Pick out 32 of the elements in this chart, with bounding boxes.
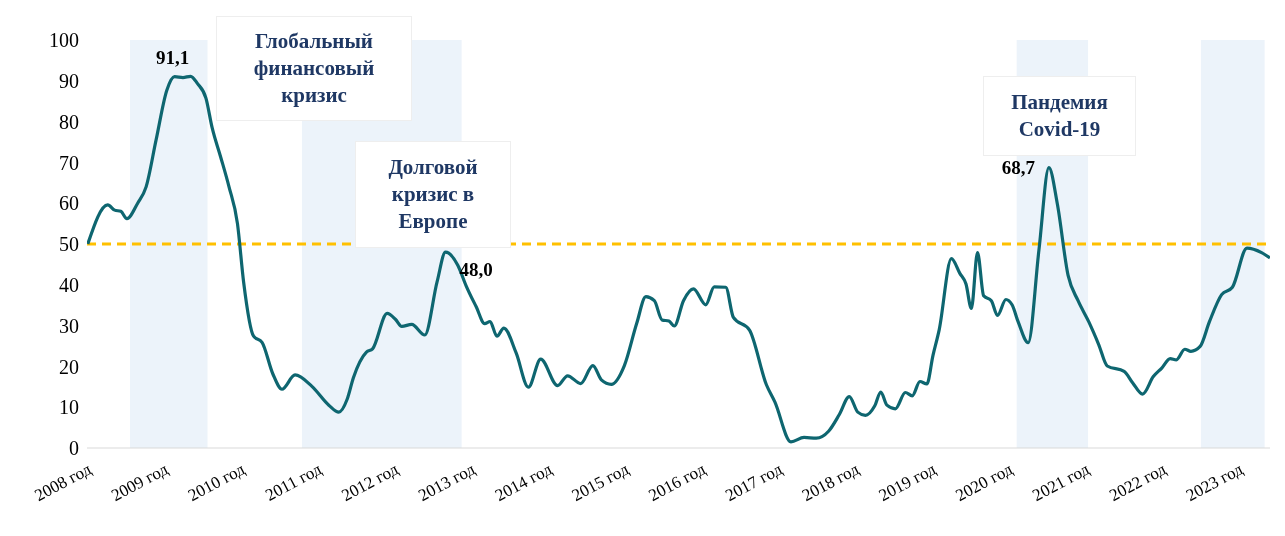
y-tick-label: 20 (59, 355, 79, 378)
y-tick-label: 80 (59, 110, 79, 133)
x-tick-label: 2015 год (568, 459, 633, 506)
y-tick-label: 60 (59, 192, 79, 215)
text-box: Пандемия Covid-19 (983, 76, 1136, 156)
x-tick-label: 2020 год (952, 459, 1017, 506)
x-tick-label: 2023 год (1182, 459, 1247, 506)
y-tick-label: 70 (59, 151, 79, 174)
data-label: 91,1 (156, 47, 190, 69)
text-box: Глобальный финансовый кризис (216, 16, 412, 121)
y-tick-label: 90 (59, 69, 79, 92)
x-tick-label: 2019 год (875, 459, 940, 506)
x-tick-label: 2008 год (31, 459, 95, 506)
y-tick-label: 30 (59, 314, 79, 337)
x-tick-label: 2022 год (1106, 459, 1170, 506)
data-label: 68,7 (1001, 156, 1036, 178)
x-tick-label: 2012 год (338, 459, 402, 506)
x-tick-label: 2016 год (645, 459, 709, 506)
y-tick-label: 40 (59, 273, 79, 296)
x-tick-label: 2010 год (184, 459, 249, 506)
y-tick-label: 0 (69, 437, 79, 460)
x-tick-label: 2014 год (491, 459, 556, 506)
x-tick-label: 2013 год (415, 459, 479, 506)
x-tick-label: 2009 год (108, 459, 172, 506)
text-box: Долговой кризис в Европе (355, 141, 511, 248)
y-tick-label: 100 (49, 29, 79, 52)
y-tick-label: 50 (59, 233, 79, 256)
x-tick-label: 2011 год (262, 459, 326, 505)
x-tick-label: 2021 год (1029, 459, 1093, 506)
x-tick-label: 2018 год (799, 459, 863, 506)
x-tick-label: 2017 год (722, 459, 786, 506)
y-tick-label: 10 (59, 396, 79, 419)
